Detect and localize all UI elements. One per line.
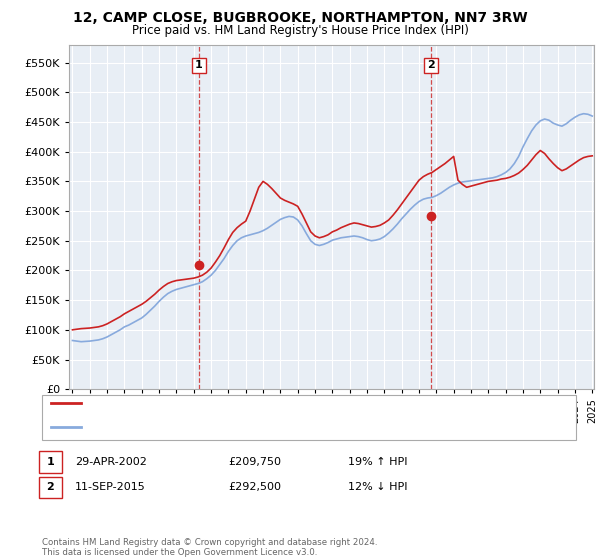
- Text: Contains HM Land Registry data © Crown copyright and database right 2024.
This d: Contains HM Land Registry data © Crown c…: [42, 538, 377, 557]
- Text: HPI: Average price, detached house, West Northamptonshire: HPI: Average price, detached house, West…: [87, 422, 404, 432]
- Text: 19% ↑ HPI: 19% ↑ HPI: [348, 457, 407, 467]
- Text: 1: 1: [47, 457, 54, 467]
- Text: 12, CAMP CLOSE, BUGBROOKE, NORTHAMPTON, NN7 3RW: 12, CAMP CLOSE, BUGBROOKE, NORTHAMPTON, …: [73, 11, 527, 25]
- Text: 12, CAMP CLOSE, BUGBROOKE, NORTHAMPTON, NN7 3RW (detached house): 12, CAMP CLOSE, BUGBROOKE, NORTHAMPTON, …: [87, 398, 485, 408]
- Text: Price paid vs. HM Land Registry's House Price Index (HPI): Price paid vs. HM Land Registry's House …: [131, 24, 469, 36]
- Text: £292,500: £292,500: [228, 482, 281, 492]
- Text: 2: 2: [427, 60, 435, 71]
- Text: 11-SEP-2015: 11-SEP-2015: [75, 482, 146, 492]
- Text: £209,750: £209,750: [228, 457, 281, 467]
- Text: 29-APR-2002: 29-APR-2002: [75, 457, 147, 467]
- Text: 2: 2: [47, 482, 54, 492]
- Text: 12% ↓ HPI: 12% ↓ HPI: [348, 482, 407, 492]
- Text: 1: 1: [195, 60, 203, 71]
